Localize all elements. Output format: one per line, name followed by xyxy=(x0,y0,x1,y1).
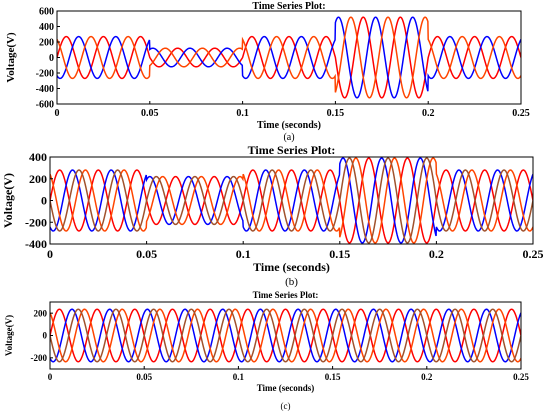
x-axis-label: Time (seconds) xyxy=(253,260,330,274)
y-tick-label: 400 xyxy=(29,150,47,164)
y-axis-label: Voltage(V) xyxy=(1,173,15,228)
x-tick-label: 0.1 xyxy=(236,247,251,261)
chart-title: Time Series Plot: xyxy=(248,143,336,157)
plot-area xyxy=(50,302,521,369)
x-tick-label: 0.25 xyxy=(512,108,530,119)
y-axis-label: Voltage(V) xyxy=(4,315,14,356)
y-tick-label: -200 xyxy=(36,69,54,80)
x-axis-label: Time (seconds) xyxy=(257,120,321,131)
chart-panel-b: Time Series Plot: 0 0.05 0.1 0.15 0.2 0.25 400 2… xyxy=(1,143,544,288)
x-tick-label: 0.1 xyxy=(233,372,245,382)
x-tick-label: 0 xyxy=(48,372,53,382)
x-tick-label: 0 xyxy=(55,108,60,119)
y-tick-label: -400 xyxy=(25,237,47,251)
figure-caption: (a) xyxy=(283,132,294,143)
x-tick-label: 0.25 xyxy=(523,247,544,261)
x-tick-label: 0.25 xyxy=(513,372,529,382)
y-tick-label: 200 xyxy=(29,172,47,186)
y-tick-label: 200 xyxy=(39,38,54,49)
x-tick-label: 0.15 xyxy=(327,108,345,119)
x-tick-label: 0.1 xyxy=(236,108,249,119)
x-tick-label: 0.15 xyxy=(325,372,341,382)
y-axis-label: Voltage(V) xyxy=(5,32,17,83)
x-tick-label: 0.05 xyxy=(136,247,157,261)
chart-title: Time Series Plot: xyxy=(253,290,319,300)
plot-area xyxy=(50,157,533,244)
y-tick-label: 0 xyxy=(49,53,54,64)
x-tick-label: 0.05 xyxy=(141,108,159,119)
y-tick-label: 200 xyxy=(34,308,48,318)
chart-title: Time Series Plot: xyxy=(252,1,325,12)
y-tick-label: 0 xyxy=(41,194,47,208)
x-tick-label: 0.2 xyxy=(421,372,433,382)
chart-panel-c: Time Series Plot: 0 0.05 0.1 0.15 0.2 0.25 200 0… xyxy=(4,290,529,411)
y-tick-label: 600 xyxy=(39,7,54,18)
figure-caption: (b) xyxy=(285,276,298,288)
chart-panel-a: Time Series Plot: 0 0.05 0.1 0.15 0.2 0.25 600 4… xyxy=(5,1,530,143)
series-line-4 xyxy=(50,308,521,363)
series-line-3 xyxy=(57,16,521,99)
y-tick-label: -200 xyxy=(31,353,48,363)
y-tick-label: -400 xyxy=(36,84,54,95)
y-tick-label: -200 xyxy=(25,215,47,229)
series-line-3 xyxy=(50,157,533,244)
y-tick-label: 400 xyxy=(39,22,54,33)
x-tick-label: 0 xyxy=(47,247,53,261)
x-tick-label: 0.2 xyxy=(422,108,435,119)
figure-caption: (c) xyxy=(281,401,291,411)
x-tick-label: 0.05 xyxy=(136,372,152,382)
series-line-4 xyxy=(50,157,533,244)
x-axis-label: Time (seconds) xyxy=(257,383,315,393)
x-tick-label: 0.15 xyxy=(329,247,350,261)
y-tick-label: -600 xyxy=(36,100,54,111)
y-tick-label: 0 xyxy=(43,331,48,341)
x-tick-label: 0.2 xyxy=(429,247,444,261)
plot-area xyxy=(57,11,521,104)
series-line-3 xyxy=(50,308,521,363)
